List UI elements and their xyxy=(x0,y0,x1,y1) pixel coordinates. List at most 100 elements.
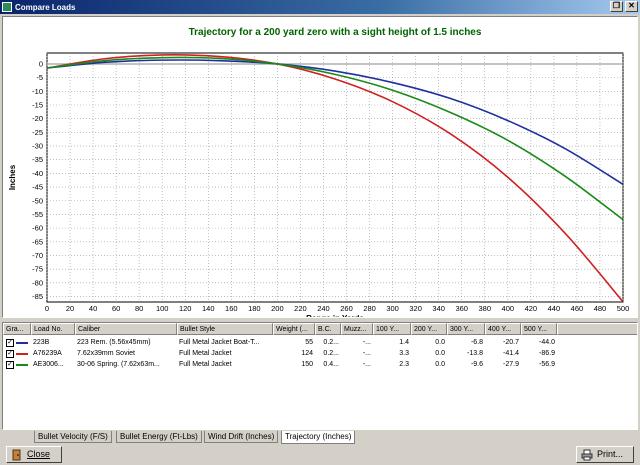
x-tick-label: 240 xyxy=(317,304,330,313)
door-icon xyxy=(12,449,21,460)
col-header-bc[interactable]: B.C. xyxy=(315,323,341,335)
x-tick-label: 60 xyxy=(112,304,120,313)
x-tick-label: 340 xyxy=(432,304,445,313)
col-header-bullet-style[interactable]: Bullet Style xyxy=(177,323,273,335)
trajectory-chart: 0 20 40 60 80 100 120 140 160 180 200 220 240 260 280 3… xyxy=(2,16,638,318)
print-button-label: Print... xyxy=(597,449,624,459)
close-button-label: Close xyxy=(27,449,51,459)
x-tick-label: 320 xyxy=(409,304,422,313)
tab-bullet-velocity[interactable]: Bullet Velocity (F/S) xyxy=(34,431,112,443)
tab-trajectory[interactable]: Trajectory (Inches) xyxy=(281,431,356,444)
close-window-button[interactable]: ✕ xyxy=(625,1,638,12)
trajectory-series-line xyxy=(46,54,624,303)
row-checkbox[interactable]: ✓ xyxy=(6,350,14,358)
x-tick-label: 500 xyxy=(617,304,630,313)
x-tick-label: 0 xyxy=(45,304,49,313)
series-color-swatch xyxy=(16,342,28,344)
window-title: Compare Loads xyxy=(15,2,76,12)
cell-muzzle: -... xyxy=(362,339,371,346)
y-tick-label: -80 xyxy=(32,278,43,287)
y-tick-label: -10 xyxy=(32,87,43,96)
row-checkbox[interactable]: ✓ xyxy=(6,361,14,369)
x-tick-label: 40 xyxy=(89,304,97,313)
cell-100y: 3.3 xyxy=(399,350,409,357)
cell-200y: 0.0 xyxy=(435,350,445,357)
x-tick-label: 80 xyxy=(135,304,143,313)
cell-200y: 0.0 xyxy=(435,339,445,346)
title-bar: Compare Loads ❐ ✕ xyxy=(0,0,640,14)
cell-500y: -56.9 xyxy=(539,361,555,368)
y-axis-label: Inches xyxy=(8,164,17,190)
col-header-weight[interactable]: Weight (... xyxy=(273,323,315,335)
col-header-caliber[interactable]: Caliber xyxy=(75,323,177,335)
x-tick-label: 20 xyxy=(66,304,74,313)
cell-bc: 0.4... xyxy=(323,361,339,368)
splitter[interactable] xyxy=(0,318,640,322)
cell-bc: 0.2... xyxy=(323,339,339,346)
x-tick-label: 200 xyxy=(271,304,284,313)
plot-area xyxy=(46,52,624,303)
x-tick-label: 160 xyxy=(225,304,238,313)
x-tick-label: 440 xyxy=(548,304,561,313)
y-tick-label: -5 xyxy=(36,73,43,82)
cell-muzzle: -... xyxy=(362,361,371,368)
y-tick-label: -65 xyxy=(32,237,43,246)
tab-wind-drift[interactable]: Wind Drift (Inches) xyxy=(204,431,279,443)
y-tick-label: -40 xyxy=(32,169,43,178)
x-tick-label: 380 xyxy=(479,304,492,313)
y-tick-label: -15 xyxy=(32,100,43,109)
x-tick-label: 180 xyxy=(248,304,261,313)
cell-load-no: 223B xyxy=(33,339,50,346)
printer-icon xyxy=(581,449,593,460)
x-axis-label: Range in Yards xyxy=(306,314,364,317)
x-tick-label: 280 xyxy=(363,304,376,313)
col-header-500y[interactable]: 500 Y... xyxy=(521,323,557,335)
col-header-graph[interactable]: Gra... xyxy=(3,323,31,335)
trajectory-series-line xyxy=(46,56,624,221)
table-row[interactable]: ✓ 223B 223 Rem. (5.56x45mm) Full Metal J… xyxy=(3,337,637,348)
restore-button[interactable]: ❐ xyxy=(610,1,623,12)
col-header-300y[interactable]: 300 Y... xyxy=(447,323,485,335)
chart-canvas: 0 20 40 60 80 100 120 140 160 180 200 220 240 260 280 3… xyxy=(8,27,630,317)
cell-muzzle: -... xyxy=(362,350,371,357)
y-tick-label: -45 xyxy=(32,183,43,192)
print-button[interactable]: Print... xyxy=(576,446,634,463)
app-icon xyxy=(2,2,12,12)
x-tick-label: 480 xyxy=(594,304,607,313)
cell-400y: -41.4 xyxy=(503,350,519,357)
series-color-swatch xyxy=(16,353,28,355)
cell-100y: 2.3 xyxy=(399,361,409,368)
x-tick-label: 100 xyxy=(156,304,169,313)
close-button[interactable]: Close xyxy=(6,446,62,463)
col-header-muzzle[interactable]: Muzz... xyxy=(341,323,373,335)
col-header-200y[interactable]: 200 Y... xyxy=(411,323,447,335)
x-tick-label: 140 xyxy=(202,304,215,313)
x-tick-label: 220 xyxy=(294,304,307,313)
col-header-load-no[interactable]: Load No. xyxy=(31,323,75,335)
y-tick-label: -55 xyxy=(32,210,43,219)
table-row[interactable]: ✓ AE3006... 30-06 Spring. (7.62x63m... F… xyxy=(3,359,637,370)
cell-caliber: 30-06 Spring. (7.62x63m... xyxy=(77,361,160,368)
cell-100y: 1.4 xyxy=(399,339,409,346)
cell-caliber: 7.62x39mm Soviet xyxy=(77,350,135,357)
y-tick-label: -70 xyxy=(32,251,43,260)
cell-300y: -13.8 xyxy=(467,350,483,357)
cell-bullet-style: Full Metal Jacket Boat-T... xyxy=(179,339,260,346)
row-checkbox[interactable]: ✓ xyxy=(6,339,14,347)
cell-bullet-style: Full Metal Jacket xyxy=(179,350,232,357)
x-tick-label: 400 xyxy=(502,304,515,313)
bottom-bar: Close Print... xyxy=(0,444,640,465)
cell-300y: -9.6 xyxy=(470,361,483,368)
y-tick-label: -50 xyxy=(32,196,43,205)
col-header-400y[interactable]: 400 Y... xyxy=(485,323,521,335)
tab-bullet-energy[interactable]: Bullet Energy (Ft-Lbs) xyxy=(116,431,202,443)
x-tick-label: 360 xyxy=(455,304,468,313)
x-tick-label: 120 xyxy=(179,304,192,313)
x-tick-label: 300 xyxy=(386,304,399,313)
col-header-100y[interactable]: 100 Y... xyxy=(373,323,411,335)
table-row[interactable]: ✓ A76239A 7.62x39mm Soviet Full Metal Ja… xyxy=(3,348,637,359)
cell-bc: 0.2... xyxy=(323,350,339,357)
y-tick-label: -25 xyxy=(32,128,43,137)
cell-400y: -27.9 xyxy=(503,361,519,368)
table-header: Gra... Load No. Caliber Bullet Style Wei… xyxy=(3,323,637,335)
